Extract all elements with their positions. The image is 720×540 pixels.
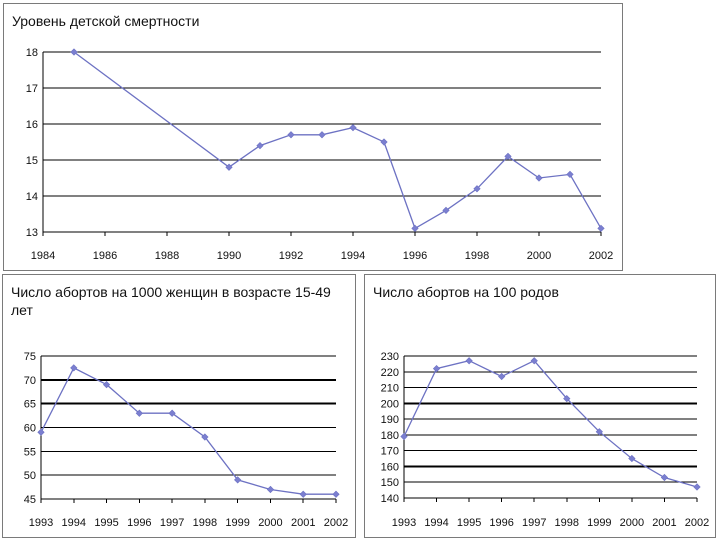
y-tick-label: 230: [381, 351, 399, 363]
x-tick-label: 1995: [457, 517, 481, 529]
y-tick-label: 50: [24, 470, 36, 482]
data-point: [473, 185, 481, 193]
data-point: [70, 48, 78, 56]
data-point: [504, 152, 512, 161]
x-tick-label: 2002: [589, 250, 613, 262]
x-tick-label: 1996: [127, 517, 151, 529]
x-tick-label: 1998: [555, 517, 579, 529]
data-point: [287, 131, 295, 139]
x-tick-label: 1993: [392, 517, 416, 529]
y-tick-label: 16: [26, 119, 38, 131]
x-tick-label: 1992: [279, 250, 303, 262]
y-tick-label: 190: [381, 414, 399, 426]
x-tick-label: 1984: [31, 250, 55, 262]
x-tick-label: 1997: [160, 517, 184, 529]
y-tick-label: 160: [381, 461, 399, 473]
data-point: [530, 357, 538, 365]
data-point: [411, 224, 419, 233]
data-point: [37, 428, 45, 436]
data-point: [70, 364, 78, 372]
y-tick-label: 15: [26, 155, 38, 167]
chart-title: Число абортов на 1000 женщин в возрасте …: [11, 284, 331, 318]
data-point: [349, 123, 357, 132]
x-tick-label: 2002: [324, 517, 348, 529]
data-point: [234, 476, 242, 484]
series-line: [403, 359, 698, 488]
x-tick-label: 1996: [489, 517, 513, 529]
x-tick-label: 1986: [93, 250, 117, 262]
chart-title: Число абортов на 100 родов: [373, 284, 559, 300]
data-point: [563, 394, 571, 403]
abortions-per-1000-women-plot: 45 50 55 60 65 70 75 1993 1994 1995 1996 1997 1998 19…: [24, 351, 348, 529]
x-tick-label: 1999: [587, 517, 611, 529]
data-point: [628, 454, 636, 463]
x-tick-label: 2002: [685, 517, 709, 529]
y-tick-label: 18: [26, 47, 38, 59]
x-tick-label: 1990: [217, 250, 241, 262]
x-tick-label: 1994: [62, 517, 86, 529]
y-tick-label: 75: [24, 351, 36, 363]
y-tick-label: 150: [381, 477, 399, 489]
y-tick-label: 65: [24, 399, 36, 411]
series-line: [73, 51, 602, 230]
x-tick-label: 1998: [465, 250, 489, 262]
data-point: [660, 473, 669, 482]
data-point: [168, 409, 176, 417]
y-tick-label: 45: [24, 494, 36, 506]
x-tick-label: 1993: [29, 517, 53, 529]
x-tick-label: 1996: [403, 250, 427, 262]
y-tick-label: 60: [24, 423, 36, 435]
x-tick-label: 1994: [424, 517, 448, 529]
abortions-per-1000-women-chart: Число абортов на 1000 женщин в возрасте …: [2, 274, 356, 538]
data-point: [135, 409, 143, 417]
y-tick-label: 200: [381, 398, 399, 410]
abortions-per-100-births-chart: Число абортов на 100 родов 140 150 160 170 1…: [364, 274, 716, 538]
data-point: [597, 224, 605, 233]
data-point: [256, 141, 264, 150]
data-point: [595, 428, 603, 436]
data-point: [432, 364, 441, 373]
x-tick-label: 1999: [225, 517, 249, 529]
data-point: [225, 163, 233, 171]
y-tick-label: 170: [381, 446, 399, 458]
chart-title: Уровень детской смертности: [12, 13, 200, 29]
abortions-per-100-births-plot: 140 150 160 170 180 190 200 210 220 230 1993 1994 19…: [381, 351, 710, 529]
data-point: [201, 433, 209, 441]
y-tick-label: 55: [24, 446, 36, 458]
y-tick-label: 180: [381, 430, 399, 442]
x-tick-label: 1998: [193, 517, 217, 529]
y-tick-label: 17: [26, 83, 38, 95]
data-point: [498, 372, 506, 381]
data-point: [266, 485, 275, 494]
x-tick-label: 2000: [258, 517, 282, 529]
data-point: [318, 131, 326, 139]
data-point: [102, 380, 111, 389]
y-tick-label: 13: [26, 227, 38, 239]
data-point: [380, 138, 388, 146]
data-point: [442, 206, 450, 215]
y-tick-label: 140: [381, 493, 399, 505]
x-tick-label: 1994: [341, 250, 365, 262]
y-tick-label: 14: [26, 191, 38, 203]
x-tick-label: 2000: [527, 250, 551, 262]
y-tick-label: 220: [381, 367, 399, 379]
data-point: [465, 357, 473, 365]
y-tick-label: 210: [381, 383, 399, 395]
x-tick-label: 1995: [94, 517, 118, 529]
x-tick-label: 1997: [522, 517, 546, 529]
x-tick-label: 2001: [652, 517, 676, 529]
data-point: [400, 432, 408, 441]
data-point: [535, 174, 543, 182]
series-line: [40, 367, 336, 495]
infant-mortality-plot: 13 14 15 16 17 18 1984 1986 1988 1990 1992 1994 1996…: [26, 47, 613, 262]
y-tick-label: 70: [24, 375, 36, 387]
x-tick-label: 2001: [291, 517, 315, 529]
data-point: [693, 483, 701, 491]
data-point: [566, 170, 574, 179]
infant-mortality-chart: Уровень детской смертности 13 14 15 16 17 18 1…: [3, 3, 623, 271]
x-tick-label: 1988: [155, 250, 179, 262]
data-point: [332, 490, 340, 498]
x-tick-label: 2000: [620, 517, 644, 529]
data-point: [299, 490, 307, 498]
